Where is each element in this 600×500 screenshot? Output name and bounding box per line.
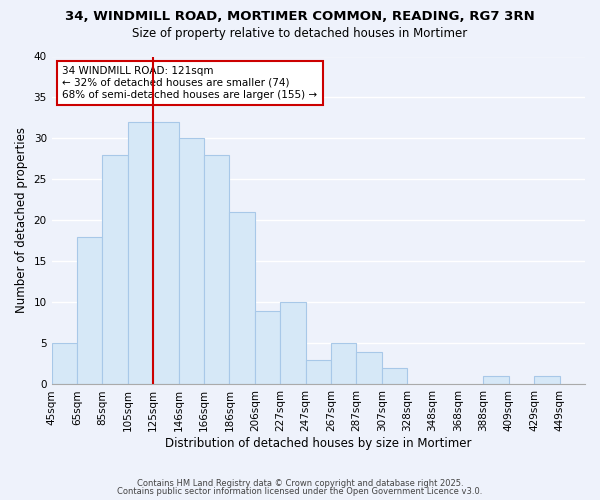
Bar <box>255 310 280 384</box>
Text: 34 WINDMILL ROAD: 121sqm
← 32% of detached houses are smaller (74)
68% of semi-d: 34 WINDMILL ROAD: 121sqm ← 32% of detach… <box>62 66 317 100</box>
Bar <box>382 368 407 384</box>
Y-axis label: Number of detached properties: Number of detached properties <box>15 128 28 314</box>
Text: Contains HM Land Registry data © Crown copyright and database right 2025.: Contains HM Land Registry data © Crown c… <box>137 478 463 488</box>
Text: Size of property relative to detached houses in Mortimer: Size of property relative to detached ho… <box>133 28 467 40</box>
Bar <box>128 122 153 384</box>
Bar <box>204 155 229 384</box>
Bar <box>484 376 509 384</box>
Bar <box>153 122 179 384</box>
Bar <box>280 302 305 384</box>
Bar <box>52 344 77 384</box>
Text: Contains public sector information licensed under the Open Government Licence v3: Contains public sector information licen… <box>118 487 482 496</box>
Bar <box>229 212 255 384</box>
Bar <box>534 376 560 384</box>
Bar <box>331 344 356 384</box>
X-axis label: Distribution of detached houses by size in Mortimer: Distribution of detached houses by size … <box>165 437 472 450</box>
Bar <box>103 155 128 384</box>
Bar <box>77 237 103 384</box>
Text: 34, WINDMILL ROAD, MORTIMER COMMON, READING, RG7 3RN: 34, WINDMILL ROAD, MORTIMER COMMON, READ… <box>65 10 535 23</box>
Bar <box>356 352 382 384</box>
Bar <box>179 138 204 384</box>
Bar <box>305 360 331 384</box>
